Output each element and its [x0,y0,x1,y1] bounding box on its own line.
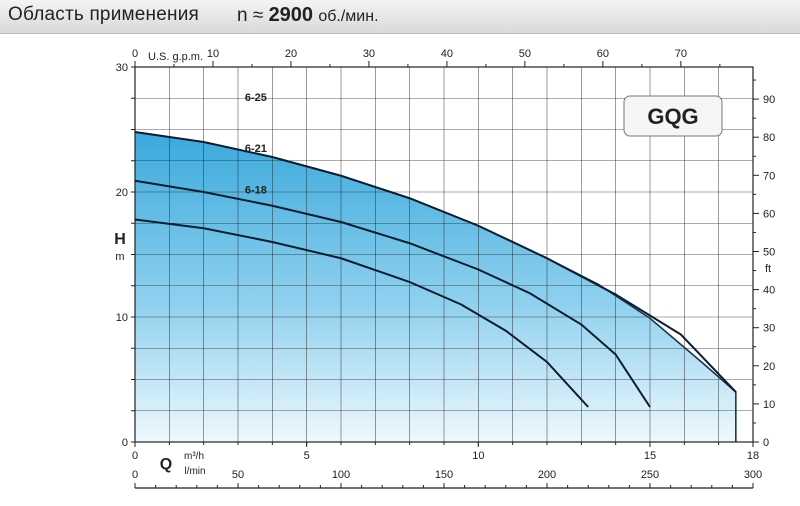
y-axis-unit: m [115,251,124,263]
top-tick-label: 0 [132,48,138,60]
series-line-6-25 [134,131,737,393]
right-tick-label: 40 [763,285,775,297]
speed-label: n ≈ 2900 об./мин. [237,4,379,27]
lmin-tick-label: 300 [744,469,762,481]
right-tick-label: 50 [763,247,775,259]
series-label-6-25: 6-25 [245,92,267,104]
right-axis-unit: ft [765,263,771,275]
bottom-tick-label: 10 [472,450,484,462]
lmin-tick-label: 250 [641,469,659,481]
right-tick-label: 70 [763,170,775,182]
model-label: GQG [647,104,698,129]
speed-unit: об./мин. [318,8,379,25]
lmin-tick-label: 0 [132,469,138,481]
y-axis-label: H [114,231,126,248]
left-tick-label: 30 [116,62,128,74]
top-tick-label: 10 [207,48,219,60]
series-label-6-21: 6-21 [245,143,267,155]
speed-value: 2900 [268,4,314,26]
series-label-6-18: 6-18 [245,185,267,197]
left-tick-label: 0 [122,437,128,449]
right-tick-label: 60 [763,208,775,220]
x-axis-unit-m3h: m³/h [184,451,204,462]
top-tick-label: 50 [519,48,531,60]
model-label-box [623,95,723,137]
bottom-tick-label: 15 [644,450,656,462]
bottom-tick-label: 5 [304,450,310,462]
lmin-tick-label: 150 [435,469,453,481]
x-axis-label: Q [160,456,172,473]
left-tick-label: 10 [116,312,128,324]
x-axis-unit-lmin: l/min [184,466,205,477]
lmin-tick-label: 200 [538,469,556,481]
left-tick-label: 20 [116,187,128,199]
lmin-tick-label: 100 [332,469,350,481]
right-tick-label: 20 [763,361,775,373]
speed-symbol: n ≈ [237,5,264,26]
top-tick-label: 30 [363,48,375,60]
right-tick-label: 90 [763,94,775,106]
top-tick-label: 60 [597,48,609,60]
top-axis-unit: U.S. g.p.m. [148,51,203,63]
series-line-6-21 [134,179,651,408]
bottom-tick-label: 18 [747,450,759,462]
header-bar: Область применения n ≈ 2900 об./мин. [0,0,800,34]
right-tick-label: 10 [763,399,775,411]
top-tick-label: 40 [441,48,453,60]
page-title: Область применения [8,4,199,25]
lmin-tick-label: 50 [232,469,244,481]
right-tick-label: 80 [763,132,775,144]
series-line-6-18 [134,218,589,408]
top-tick-label: 70 [675,48,687,60]
right-tick-label: 30 [763,323,775,335]
right-tick-label: 0 [763,437,769,449]
bottom-tick-label: 0 [132,450,138,462]
top-tick-label: 20 [285,48,297,60]
operating-envelope [135,132,736,442]
